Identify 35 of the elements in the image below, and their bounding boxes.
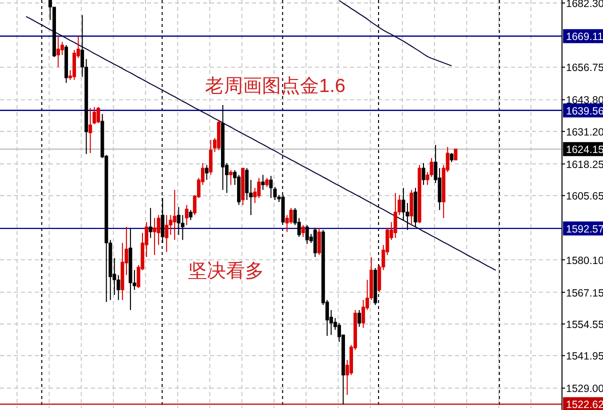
ref-line-label: 1669.11 <box>566 31 603 44</box>
candlestick <box>204 164 208 180</box>
candlestick <box>160 197 164 244</box>
candlestick <box>152 218 156 256</box>
candlestick <box>180 214 184 240</box>
candlestick <box>305 224 309 244</box>
candlestick <box>72 49 76 80</box>
candlestick <box>188 210 192 221</box>
candlestick <box>454 148 458 161</box>
candlestick <box>317 227 321 256</box>
candlestick <box>164 214 168 252</box>
candlestick <box>261 174 265 190</box>
candlestick <box>88 108 92 154</box>
candlestick <box>422 162 426 186</box>
candlestick <box>184 204 188 226</box>
candlestick <box>450 152 454 163</box>
candlestick <box>172 189 176 240</box>
candlestick <box>362 299 366 328</box>
candlestick <box>410 189 414 226</box>
candlestick <box>313 227 317 258</box>
annotation: 坚决看多 <box>188 261 264 282</box>
candlestick <box>269 175 273 198</box>
candlestick <box>394 192 398 238</box>
candlestick <box>229 170 233 186</box>
annotation: 老周画图点金1.6 <box>205 76 346 97</box>
candlestick <box>96 106 100 124</box>
candlestick <box>56 36 60 68</box>
candlestick <box>265 177 269 188</box>
line-series <box>338 0 452 66</box>
candlestick <box>245 168 249 200</box>
candlestick <box>60 41 64 56</box>
candlestick <box>148 208 152 238</box>
candlestick <box>301 224 305 238</box>
candlestick <box>209 139 212 176</box>
candlestick <box>358 310 362 328</box>
